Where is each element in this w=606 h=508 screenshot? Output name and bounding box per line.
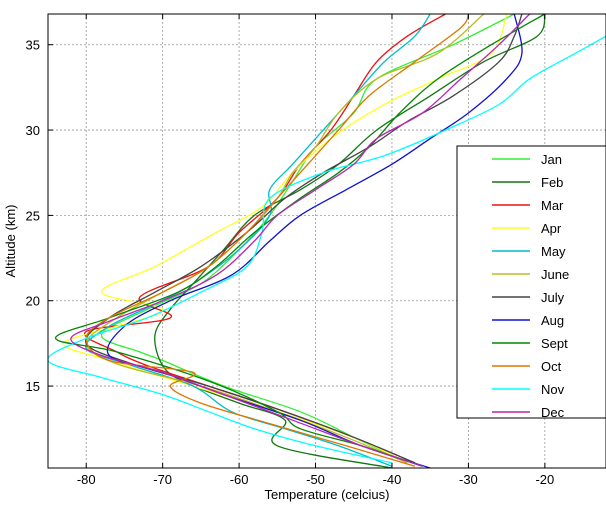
x-tick-label-1: -70: [153, 472, 172, 487]
legend-label-aug: Aug: [541, 313, 564, 328]
legend-label-sept: Sept: [541, 336, 568, 351]
legend-label-mar: Mar: [541, 198, 564, 213]
y-tick-label-2: 25: [26, 208, 40, 223]
x-axis-label: Temperature (celcius): [265, 487, 390, 502]
legend-label-apr: Apr: [541, 221, 562, 236]
x-tick-label-5: -30: [459, 472, 478, 487]
series-line-july: [84, 14, 523, 464]
legend-label-oct: Oct: [541, 359, 562, 374]
series-line-nov: [48, 35, 606, 464]
legend-label-dec: Dec: [541, 405, 565, 420]
x-tick-label-3: -50: [306, 472, 325, 487]
y-tick-label-1: 20: [26, 294, 40, 309]
legend-label-feb: Feb: [541, 175, 563, 190]
series-line-dec: [70, 14, 531, 467]
legend: Jan Feb Mar Apr May June July Aug Sept Oct Nov Dec: [456, 145, 606, 420]
series-lines: [48, 14, 606, 468]
series-line-oct: [85, 14, 470, 467]
series-line-sept: [54, 14, 546, 467]
legend-label-june: June: [541, 267, 569, 282]
y-tick-label-3: 30: [26, 123, 40, 138]
legend-label-may: May: [541, 244, 566, 259]
y-tick-label-0: 15: [26, 379, 40, 394]
legend-label-july: July: [541, 290, 565, 305]
tick-labels: -80 -70 -60 -50 -40 -30 -20 15 20 25 30 35: [26, 14, 554, 487]
x-tick-label-2: -60: [230, 472, 249, 487]
legend-label-jan: Jan: [541, 152, 562, 167]
series-line-apr: [62, 14, 508, 464]
series-line-aug: [106, 14, 523, 468]
series-line-feb: [154, 14, 546, 468]
legend-label-nov: Nov: [541, 382, 565, 397]
y-tick-label-4: 35: [26, 38, 40, 53]
plot-frame: [47, 13, 606, 469]
x-tick-label-0: -80: [77, 472, 96, 487]
x-tick-label-6: -20: [535, 472, 554, 487]
y-axis-label: Altitude (km): [3, 205, 18, 278]
legend-box: [456, 145, 606, 419]
x-tick-label-4: -40: [383, 472, 402, 487]
